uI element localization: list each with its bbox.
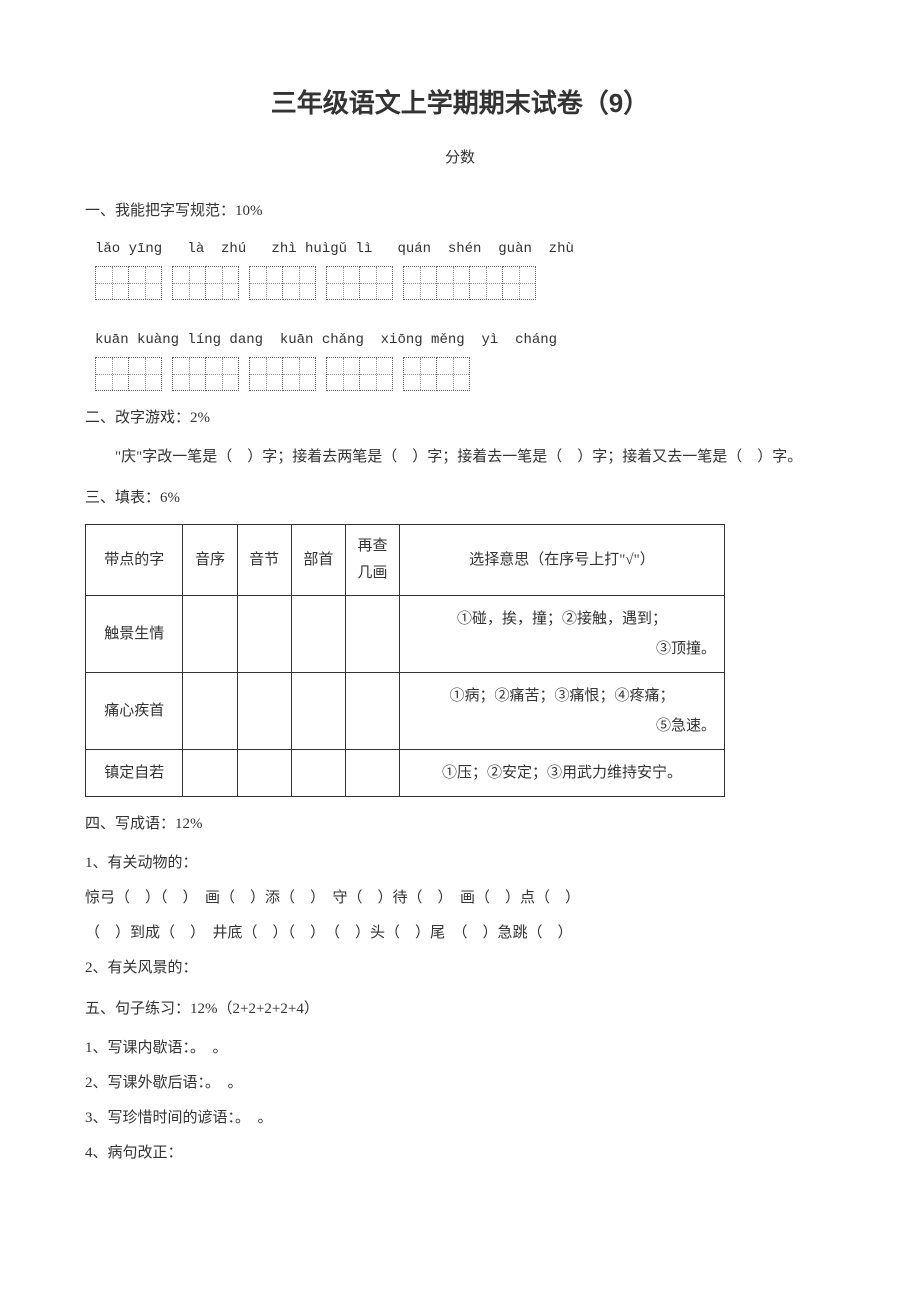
- tian-group: [249, 266, 316, 300]
- tian-group: [249, 357, 316, 391]
- tian-cell: [95, 357, 129, 391]
- tian-cell: [128, 357, 162, 391]
- tian-cell: [205, 357, 239, 391]
- section-5-item4: 4、病句改正：: [85, 1140, 835, 1167]
- tian-cell: [282, 266, 316, 300]
- cell-empty: [345, 750, 399, 797]
- tian-cell: [205, 266, 239, 300]
- section-3-header: 三、填表：6%: [85, 485, 835, 512]
- cell-word: 触景生情: [86, 596, 183, 673]
- table-row: 镇定自若 ①压；②安定；③用武力维持安宁。: [86, 750, 725, 797]
- tian-cell: [403, 266, 437, 300]
- cell-word: 镇定自若: [86, 750, 183, 797]
- meaning-line-1: ①碰，挨，撞；②接触，遇到；: [408, 604, 716, 634]
- tian-cell: [326, 266, 360, 300]
- section-4-item1-label: 1、有关动物的：: [85, 850, 835, 877]
- meaning-line-2: ③顶撞。: [408, 634, 716, 664]
- cell-meaning: ①压；②安定；③用武力维持安宁。: [400, 750, 725, 797]
- tian-group: [95, 266, 162, 300]
- th-yinjie: 音节: [237, 525, 291, 596]
- section-2-header: 二、改字游戏：2%: [85, 405, 835, 432]
- cell-empty: [183, 596, 237, 673]
- cell-empty: [291, 750, 345, 797]
- th-yinxu: 音序: [183, 525, 237, 596]
- tian-cell: [249, 357, 283, 391]
- tian-grid-row-2: [95, 357, 835, 391]
- tian-cell: [95, 266, 129, 300]
- page-title: 三年级语文上学期期末试卷（9）: [85, 80, 835, 127]
- cell-empty: [183, 673, 237, 750]
- tian-cell: [128, 266, 162, 300]
- cell-empty: [291, 673, 345, 750]
- tian-cell: [172, 266, 206, 300]
- tian-cell: [502, 266, 536, 300]
- tian-group: [326, 357, 393, 391]
- tian-cell: [403, 357, 437, 391]
- tian-group: [172, 266, 239, 300]
- tian-cell: [249, 266, 283, 300]
- table-row: 触景生情 ①碰，挨，撞；②接触，遇到； ③顶撞。: [86, 596, 725, 673]
- cell-empty: [345, 596, 399, 673]
- tian-grid-row-1: [95, 266, 835, 300]
- cell-empty: [291, 596, 345, 673]
- section-5-item1: 1、写课内歇语：。 。: [85, 1035, 835, 1062]
- table-row: 痛心疾首 ①病；②痛苦；③痛恨；④疼痛； ⑤急速。: [86, 673, 725, 750]
- tian-cell: [469, 266, 503, 300]
- pinyin-row-2: kuān kuàng líng dang kuān chǎng xiōng mě…: [95, 328, 835, 353]
- meaning-line-2: ⑤急速。: [408, 711, 716, 741]
- cell-empty: [237, 750, 291, 797]
- cell-empty: [237, 673, 291, 750]
- section-4-item2-label: 2、有关风景的：: [85, 955, 835, 982]
- pinyin-row-1: lǎo yīng là zhú zhì huìgǔ lì quán shén g…: [95, 237, 835, 262]
- tian-group: [403, 357, 470, 391]
- section-2-line: "庆"字改一笔是（ ）字；接着去两笔是（ ）字；接着去一笔是（ ）字；接着又去一…: [85, 444, 835, 471]
- lookup-table: 带点的字 音序 音节 部首 再查 几画 选择意思（在序号上打"√"） 触景生情 …: [85, 524, 725, 797]
- section-5-item3: 3、写珍惜时间的谚语：。 。: [85, 1105, 835, 1132]
- section-1-header: 一、我能把字写规范：10%: [85, 198, 835, 225]
- section-5-header: 五、句子练习：12%（2+2+2+2+4）: [85, 996, 835, 1023]
- th-zaichajihua: 再查 几画: [345, 525, 399, 596]
- table-header-row: 带点的字 音序 音节 部首 再查 几画 选择意思（在序号上打"√"）: [86, 525, 725, 596]
- score-label: 分数: [85, 145, 835, 172]
- cell-word: 痛心疾首: [86, 673, 183, 750]
- cell-meaning: ①碰，挨，撞；②接触，遇到； ③顶撞。: [400, 596, 725, 673]
- cell-empty: [345, 673, 399, 750]
- tian-cell: [436, 266, 470, 300]
- th-zaichajihua-l1: 再查: [354, 533, 391, 560]
- tian-cell: [359, 357, 393, 391]
- section-4-item1-lineB: （ ）到成（ ） 井底（ ）（ ） （ ）头（ ）尾 （ ）急跳（ ）: [85, 920, 835, 947]
- section-4-item1-lineA: 惊弓（ ）（ ） 画（ ）添（ ） 守（ ）待（ ） 画（ ）点（ ）: [85, 885, 835, 912]
- tian-group: [403, 266, 536, 300]
- cell-empty: [183, 750, 237, 797]
- tian-cell: [172, 357, 206, 391]
- tian-group: [95, 357, 162, 391]
- tian-cell: [359, 266, 393, 300]
- tian-cell: [282, 357, 316, 391]
- tian-cell: [326, 357, 360, 391]
- cell-meaning: ①病；②痛苦；③痛恨；④疼痛； ⑤急速。: [400, 673, 725, 750]
- section-5-item2: 2、写课外歇后语：。 。: [85, 1070, 835, 1097]
- tian-cell: [436, 357, 470, 391]
- meaning-line-1: ①病；②痛苦；③痛恨；④疼痛；: [408, 681, 716, 711]
- th-bushou: 部首: [291, 525, 345, 596]
- cell-empty: [237, 596, 291, 673]
- tian-group: [326, 266, 393, 300]
- tian-group: [172, 357, 239, 391]
- th-zaichajihua-l2: 几画: [354, 560, 391, 587]
- th-word: 带点的字: [86, 525, 183, 596]
- th-meaning: 选择意思（在序号上打"√"）: [400, 525, 725, 596]
- section-4-header: 四、写成语：12%: [85, 811, 835, 838]
